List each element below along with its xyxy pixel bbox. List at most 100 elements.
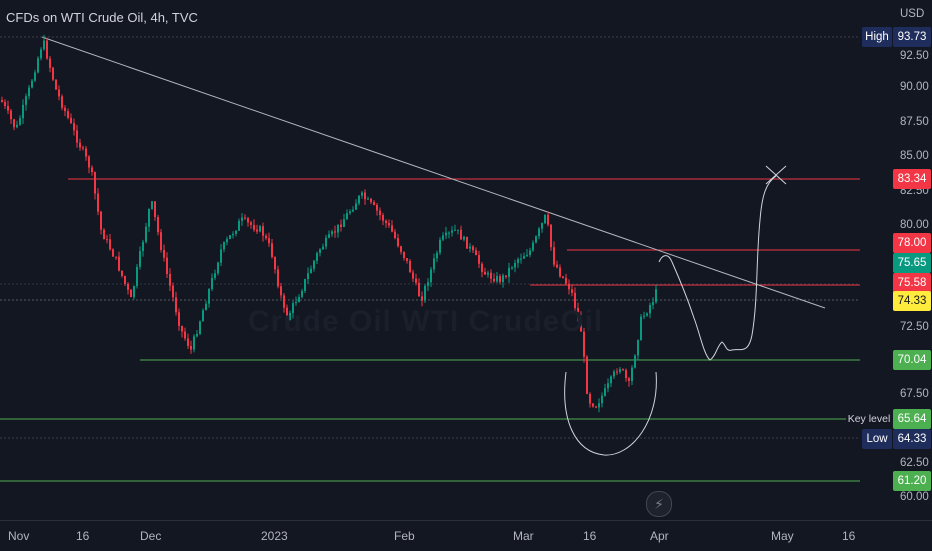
candle-body xyxy=(220,249,222,263)
candle-body xyxy=(16,124,18,128)
candle-body xyxy=(184,331,186,339)
candle-body xyxy=(274,256,276,270)
candle-body xyxy=(448,232,450,234)
candle-body xyxy=(13,119,15,128)
candle-body xyxy=(436,252,438,259)
candle-body xyxy=(295,302,297,304)
candle-body xyxy=(214,273,216,278)
candle-body xyxy=(484,271,486,275)
candle-body xyxy=(358,195,360,204)
candle-body xyxy=(235,230,237,234)
candle-body xyxy=(118,256,120,271)
candle-body xyxy=(526,254,528,257)
candle-body xyxy=(121,270,123,276)
candle-body xyxy=(337,224,339,233)
candle-body xyxy=(367,198,369,200)
candle-body xyxy=(424,285,426,301)
candle-body xyxy=(577,308,579,318)
candle-body xyxy=(427,282,429,286)
candle-body xyxy=(112,249,114,257)
candle-body xyxy=(109,239,111,250)
candle-body xyxy=(412,272,414,279)
candle-body xyxy=(7,105,9,111)
candle-body xyxy=(352,209,354,212)
candle-body xyxy=(550,224,552,248)
candle-body xyxy=(586,356,588,394)
candle-body xyxy=(265,235,267,239)
candle-body xyxy=(106,239,108,241)
candle-body xyxy=(649,305,651,314)
candle-body xyxy=(496,276,498,282)
chart-area[interactable]: CFDs on WTI Crude Oil, 4h, TVC Crude Oil… xyxy=(0,0,860,520)
candle-body xyxy=(517,259,519,263)
currency-label: USD xyxy=(900,8,925,20)
candle-body xyxy=(532,242,534,251)
candle-body xyxy=(241,217,243,221)
candle-body xyxy=(130,289,132,298)
candle-body xyxy=(505,275,507,277)
candle-body xyxy=(46,40,48,59)
candle-body xyxy=(199,321,201,334)
chart-canvas[interactable] xyxy=(0,0,860,520)
candle-body xyxy=(325,237,327,247)
candle-body xyxy=(487,272,489,275)
candle-body xyxy=(598,403,600,408)
candle-body xyxy=(370,198,372,203)
price-tick: 90.00 xyxy=(900,81,929,93)
candle-body xyxy=(382,215,384,221)
lightning-bolt-icon[interactable]: ⚡ xyxy=(646,491,672,517)
candle-body xyxy=(73,123,75,131)
candle-body xyxy=(154,201,156,218)
candle-body xyxy=(361,192,363,196)
symbol-watermark: Crude Oil WTI CrudeOil xyxy=(248,305,604,338)
candle-body xyxy=(433,258,435,270)
candle-body xyxy=(331,231,333,235)
price-tick: 67.50 xyxy=(900,388,929,400)
candle-body xyxy=(196,333,198,337)
candle-body xyxy=(616,371,618,373)
candle-body xyxy=(283,295,285,308)
last-price-tag: 75.65 xyxy=(893,253,931,273)
candle-body xyxy=(601,395,603,404)
high-label: High xyxy=(862,27,892,47)
time-axis[interactable]: Nov 16 Dec 2023 Feb Mar 16 Apr May 16 xyxy=(0,520,932,551)
candle-body xyxy=(316,252,318,261)
candle-body xyxy=(190,346,192,350)
candle-body xyxy=(511,267,513,269)
candle-body xyxy=(490,272,492,279)
candle-body xyxy=(385,220,387,224)
candle-body xyxy=(211,277,213,290)
candle-body xyxy=(394,231,396,238)
candle-body xyxy=(430,269,432,283)
resistance-price-tag: 83.34 xyxy=(893,169,931,189)
candle-body xyxy=(166,257,168,274)
candle-body xyxy=(571,289,573,293)
resistance-price-tag: 75.58 xyxy=(893,273,931,293)
price-axis[interactable]: USD 92.50 90.00 87.50 85.00 82.50 80.00 … xyxy=(860,0,932,520)
candle-body xyxy=(181,325,183,332)
candle-body xyxy=(163,249,165,258)
candle-body xyxy=(217,262,219,274)
candle-body xyxy=(10,110,12,120)
chart-title: CFDs on WTI Crude Oil, 4h, TVC xyxy=(6,10,198,25)
candle-body xyxy=(457,229,459,231)
candle-body xyxy=(250,222,252,225)
candle-body xyxy=(340,224,342,227)
candle-body xyxy=(229,235,231,240)
candle-body xyxy=(61,96,63,108)
candle-body xyxy=(502,275,504,283)
candle-body xyxy=(442,235,444,240)
time-tick: Mar xyxy=(513,529,534,543)
candle-body xyxy=(364,192,366,200)
candle-body xyxy=(148,208,150,227)
candle-body xyxy=(565,277,567,284)
time-tick: Feb xyxy=(394,529,415,543)
candle-body xyxy=(268,238,270,244)
candle-body xyxy=(4,101,6,106)
candle-body xyxy=(589,393,591,404)
candle-body xyxy=(313,260,315,269)
candle-body xyxy=(145,226,147,242)
candlestick-series xyxy=(1,34,657,413)
candle-body xyxy=(187,338,189,347)
candle-body xyxy=(583,331,585,357)
